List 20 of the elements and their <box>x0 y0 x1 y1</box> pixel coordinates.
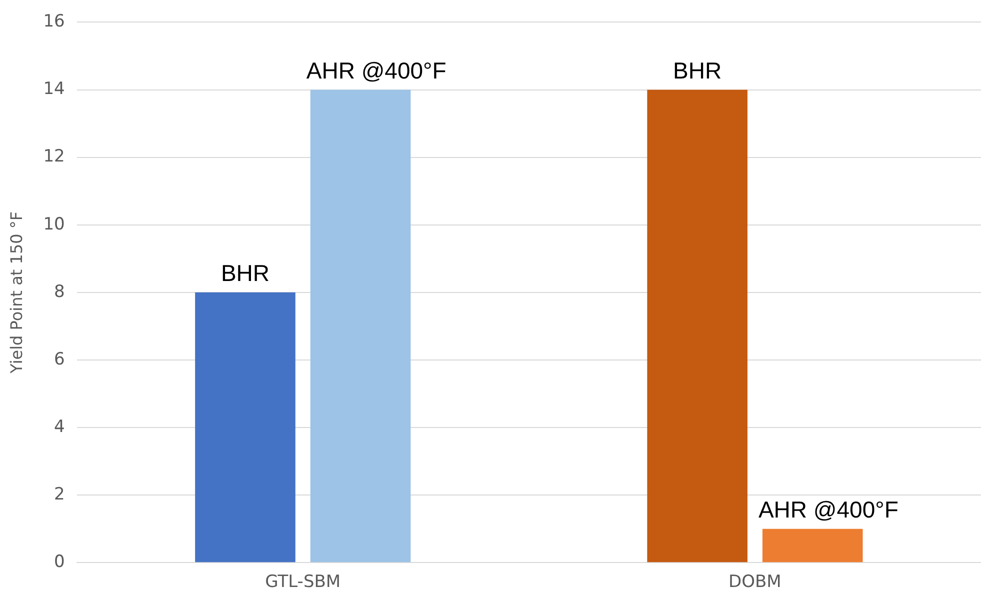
y-tick-label: 0 <box>54 552 65 572</box>
y-tick-label: 12 <box>43 146 65 167</box>
text: BHR <box>673 58 722 84</box>
y-tick-label: 10 <box>43 214 65 234</box>
bar <box>762 528 863 562</box>
series-label: BHR <box>220 260 270 286</box>
y-tick-label: 2 <box>54 484 65 504</box>
text: AHR @400°F <box>758 496 898 523</box>
bar <box>310 90 411 562</box>
x-tick-label: DOBM <box>728 572 782 592</box>
y-tick-label: 8 <box>54 282 65 302</box>
bar <box>195 292 296 562</box>
y-tick-label: 6 <box>54 349 65 370</box>
y-tick-label: 16 <box>43 12 65 32</box>
y-tick-label: 4 <box>54 416 65 437</box>
y-tick-label: 14 <box>43 79 65 100</box>
y-axis-title: Yield Point at 150 °F <box>6 211 26 374</box>
x-tick-label: GTL-SBM <box>265 572 341 592</box>
bar <box>647 90 748 562</box>
series-label: AHR @400°F <box>306 58 446 84</box>
